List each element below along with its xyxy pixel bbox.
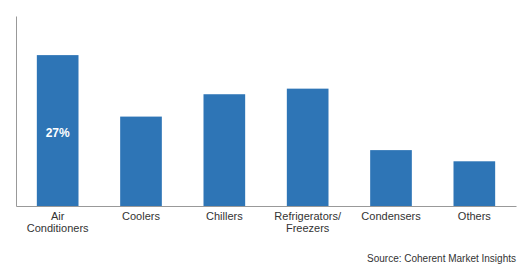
bar — [454, 161, 496, 206]
x-axis-line — [17, 206, 517, 207]
x-tick: Coolers — [122, 210, 160, 222]
x-tick-label: Chillers — [206, 210, 243, 222]
bars — [37, 55, 495, 206]
x-tick-label: Refrigerators/Freezers — [274, 210, 342, 235]
y-axis — [16, 17, 17, 207]
x-tick-label: Others — [458, 210, 492, 222]
x-tick: Others — [458, 210, 492, 222]
annotation: 27% — [46, 126, 70, 140]
y-axis-line — [16, 17, 17, 207]
x-tick-label: AirConditioners — [27, 210, 89, 235]
plot: AirConditioners Coolers Chillers Refrigerat… — [17, 17, 517, 235]
bar — [37, 55, 79, 206]
bar — [204, 94, 246, 206]
x-tick: Condensers — [361, 210, 421, 222]
source: Source: Coherent Market Insights — [367, 253, 516, 264]
x-tick: Refrigerators/Freezers — [274, 210, 342, 235]
chart: AirConditioners Coolers Chillers Refrigerat… — [0, 0, 532, 268]
x-tick-label: Coolers — [122, 210, 160, 222]
bar — [370, 150, 412, 206]
x-tick-label: Condensers — [361, 210, 421, 222]
x-tick: AirConditioners — [27, 210, 89, 235]
x-tick: Chillers — [206, 210, 243, 222]
x-axis: AirConditioners Coolers Chillers Refrigerat… — [17, 207, 517, 235]
bar — [120, 117, 162, 206]
bar — [287, 89, 329, 206]
